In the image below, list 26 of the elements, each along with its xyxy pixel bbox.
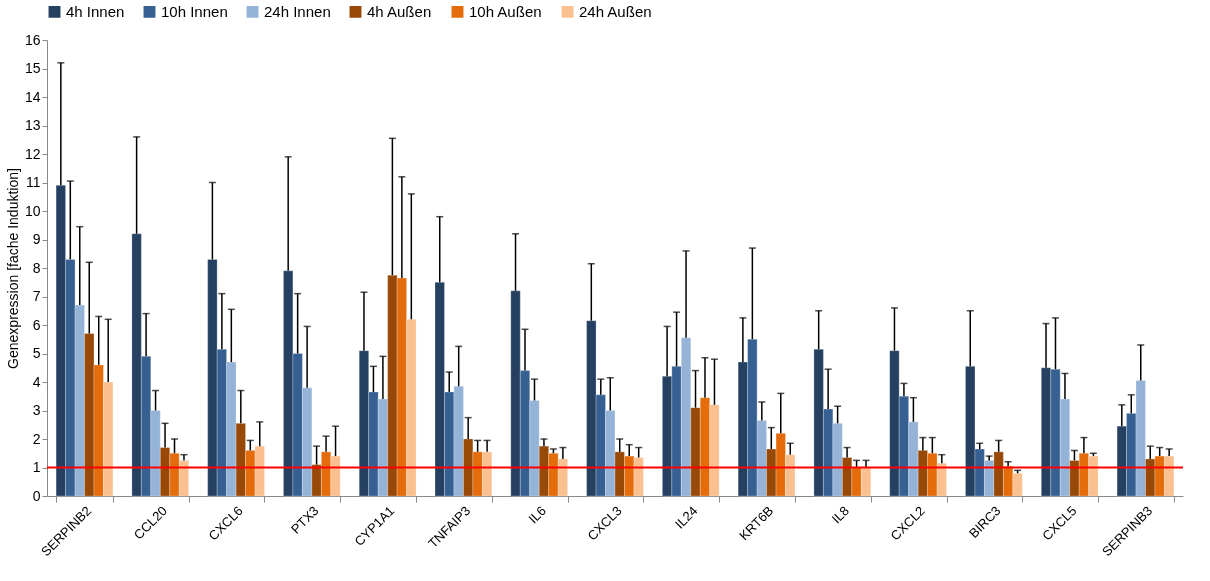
y-tick-label: 9 xyxy=(32,231,41,247)
y-tick-label: 6 xyxy=(32,316,41,333)
y-tick-label: 5 xyxy=(32,345,41,361)
y-tick-label: 3 xyxy=(32,402,41,418)
y-tick-label: 8 xyxy=(32,259,41,276)
legend-label: 10h Innen xyxy=(161,2,228,20)
legend-label: 24h Außen xyxy=(579,2,652,20)
legend-label: 4h Innen xyxy=(66,2,125,20)
legend-label: 4h Außen xyxy=(367,2,432,20)
y-tick-label: 1 xyxy=(32,459,41,475)
y-axis-title: Genexpression [fache Induktion] xyxy=(4,168,21,369)
y-tick-label: 0 xyxy=(32,487,41,504)
legend-label: 10h Außen xyxy=(469,2,542,20)
legend-label: 24h Innen xyxy=(264,2,331,20)
y-tick-label: 2 xyxy=(32,430,41,447)
y-tick-label: 10 xyxy=(24,202,41,219)
y-tick-label: 15 xyxy=(24,60,41,76)
y-tick-label: 13 xyxy=(24,117,41,133)
x-tick-label: IL6 xyxy=(525,503,549,527)
x-tick-label: IL8 xyxy=(828,503,853,527)
y-tick-label: 16 xyxy=(24,31,41,48)
y-tick-label: 7 xyxy=(32,288,41,304)
y-tick-label: 11 xyxy=(25,174,41,190)
y-tick-label: 4 xyxy=(32,373,41,390)
y-tick-label: 14 xyxy=(24,88,41,105)
y-tick-label: 12 xyxy=(24,145,41,162)
